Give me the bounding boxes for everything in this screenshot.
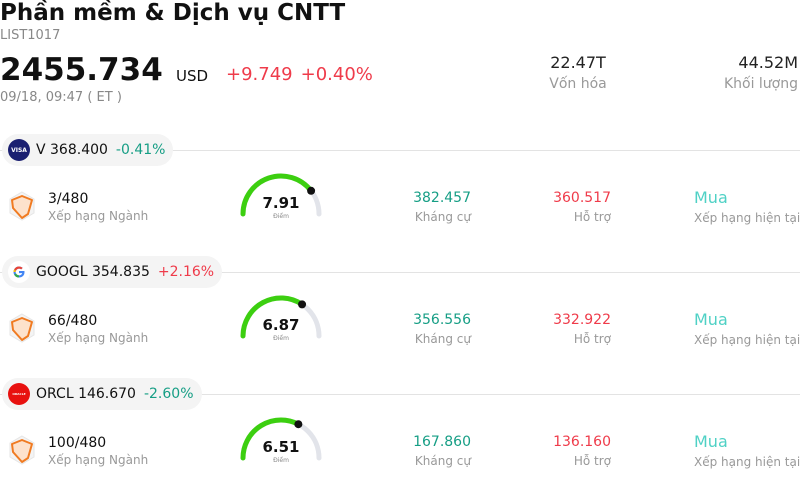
rating-label: Xếp hạng hiện tại	[694, 211, 800, 225]
volume-label: Khối lượng	[723, 76, 798, 92]
index-code: LIST1017	[0, 28, 61, 43]
stock-pill-googl[interactable]: GOOGL 354.835 +2.16%	[2, 256, 223, 288]
section-divider	[0, 272, 800, 273]
market-cap-value: 22.47T	[550, 53, 606, 72]
score-label: Điểm	[273, 335, 289, 342]
stock-symbol: GOOGL 354.835	[36, 264, 150, 280]
rating-value: Mua	[694, 188, 728, 207]
resistance-label: Kháng cự	[414, 454, 471, 468]
stock-change-percent: -2.60%	[143, 386, 194, 402]
current-rating: Mua Xếp hạng hiện tại	[694, 188, 800, 225]
rating-value: Mua	[694, 432, 728, 451]
page-title: Phần mềm & Dịch vụ CNTT	[0, 0, 346, 26]
logo-text: ORACLE	[12, 392, 26, 396]
google-logo-icon	[8, 261, 30, 283]
stock-symbol: V 368.400	[36, 142, 108, 158]
volume-stat: 44.52M Khối lượng	[722, 53, 798, 92]
score-gauge	[238, 172, 324, 220]
resistance-value: 382.457	[413, 190, 471, 206]
currency: USD	[176, 67, 209, 85]
index-change: +9.749 +0.40%	[226, 64, 381, 85]
visa-logo-icon: VISA	[8, 139, 30, 161]
score-gauge	[238, 416, 324, 464]
industry-rank-label: Xếp hạng Ngành	[48, 209, 149, 223]
gauge-marker	[294, 420, 303, 429]
oracle-logo-icon: ORACLE	[8, 383, 30, 405]
section-divider	[0, 394, 800, 395]
logo-text: VISA	[11, 146, 27, 154]
industry-rank-label: Xếp hạng Ngành	[48, 331, 149, 345]
section-divider	[0, 150, 800, 151]
score-label: Điểm	[273, 213, 289, 220]
support-level: 360.517 Hỗ trợ	[491, 190, 611, 224]
score-value: 6.51	[262, 438, 300, 456]
stock-pill-v[interactable]: VISA V 368.400 -0.41%	[2, 134, 174, 166]
support-label: Hỗ trợ	[573, 210, 611, 224]
resistance-label: Kháng cự	[414, 210, 471, 224]
gauge-fill	[240, 295, 305, 339]
volume-value: 44.52M	[738, 53, 798, 72]
score-label: Điểm	[273, 457, 289, 464]
gauge-fill	[240, 173, 314, 217]
market-cap-stat: 22.47T Vốn hóa	[530, 53, 626, 92]
gauge-fill	[240, 417, 301, 461]
current-rating: Mua Xếp hạng hiện tại	[694, 432, 800, 469]
index-price: 2455.734	[0, 52, 163, 88]
stock-symbol: ORCL 146.670	[36, 386, 136, 402]
stock-change-percent: -0.41%	[115, 142, 166, 158]
rank-radar-icon	[8, 434, 36, 466]
gauge-marker	[298, 300, 307, 309]
support-label: Hỗ trợ	[573, 332, 611, 346]
score-value: 6.87	[262, 316, 300, 334]
industry-rank-value: 100/480	[48, 435, 107, 451]
resistance-level: 167.860 Kháng cự	[351, 434, 471, 468]
support-level: 332.922 Hỗ trợ	[491, 312, 611, 346]
industry-rank-value: 3/480	[48, 191, 89, 207]
resistance-level: 382.457 Kháng cự	[351, 190, 471, 224]
rank-radar-icon	[8, 190, 36, 222]
support-level: 136.160 Hỗ trợ	[491, 434, 611, 468]
gauge-marker	[307, 186, 316, 195]
rating-value: Mua	[694, 310, 728, 329]
resistance-label: Kháng cự	[414, 332, 471, 346]
change-value: +9.749	[226, 64, 293, 85]
score-gauge	[238, 294, 324, 342]
rating-label: Xếp hạng hiện tại	[694, 455, 800, 469]
resistance-value: 356.556	[413, 312, 471, 328]
score-value: 7.91	[262, 194, 300, 212]
resistance-value: 167.860	[413, 434, 471, 450]
stock-pill-orcl[interactable]: ORACLE ORCL 146.670 -2.60%	[2, 378, 202, 410]
industry-rank-label: Xếp hạng Ngành	[48, 453, 149, 467]
support-value: 360.517	[553, 190, 611, 206]
market-cap-label: Vốn hóa	[549, 76, 607, 92]
rank-radar-icon	[8, 312, 36, 344]
support-value: 136.160	[553, 434, 611, 450]
support-value: 332.922	[553, 312, 611, 328]
rating-label: Xếp hạng hiện tại	[694, 333, 800, 347]
industry-rank-value: 66/480	[48, 313, 98, 329]
stock-change-percent: +2.16%	[157, 264, 215, 280]
change-percent: +0.40%	[300, 64, 373, 85]
resistance-level: 356.556 Kháng cự	[351, 312, 471, 346]
timestamp: 09/18, 09:47 ( ET )	[0, 90, 122, 105]
support-label: Hỗ trợ	[573, 454, 611, 468]
current-rating: Mua Xếp hạng hiện tại	[694, 310, 800, 347]
